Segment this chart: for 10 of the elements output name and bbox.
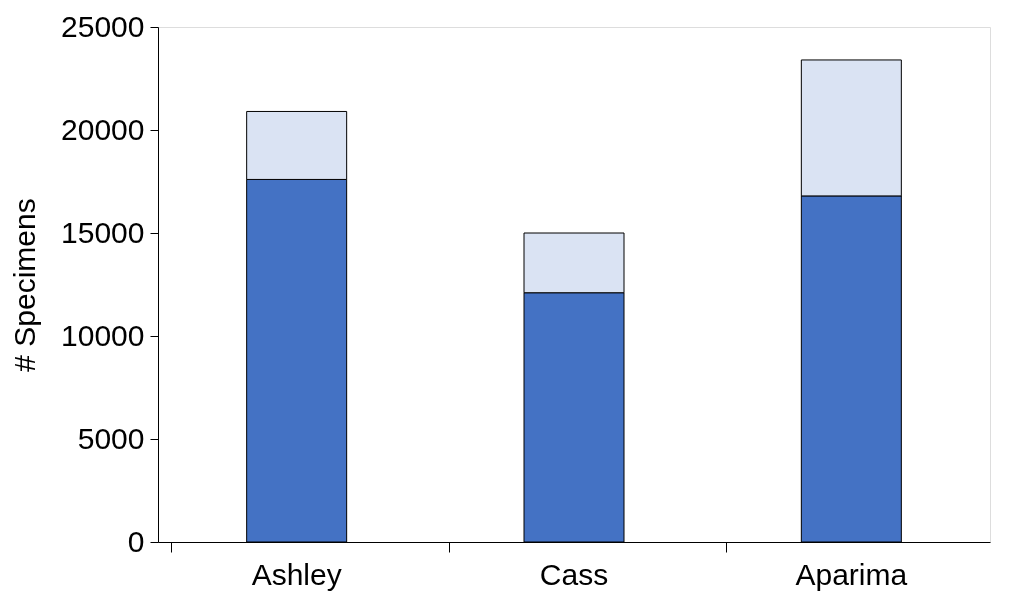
y-tick-label: 10000: [61, 318, 145, 352]
y-tick-label: 25000: [61, 9, 145, 43]
x-tick-label: Ashley: [251, 557, 342, 591]
y-tick-label: 20000: [61, 112, 145, 146]
y-axis-title: # Specimens: [8, 198, 42, 372]
x-tick-label: Cass: [539, 557, 609, 591]
y-tick-label: 0: [127, 524, 145, 558]
x-tick-label: Aparima: [795, 557, 908, 591]
y-tick-label: 15000: [61, 215, 145, 249]
y-tick-label: 5000: [77, 421, 145, 455]
